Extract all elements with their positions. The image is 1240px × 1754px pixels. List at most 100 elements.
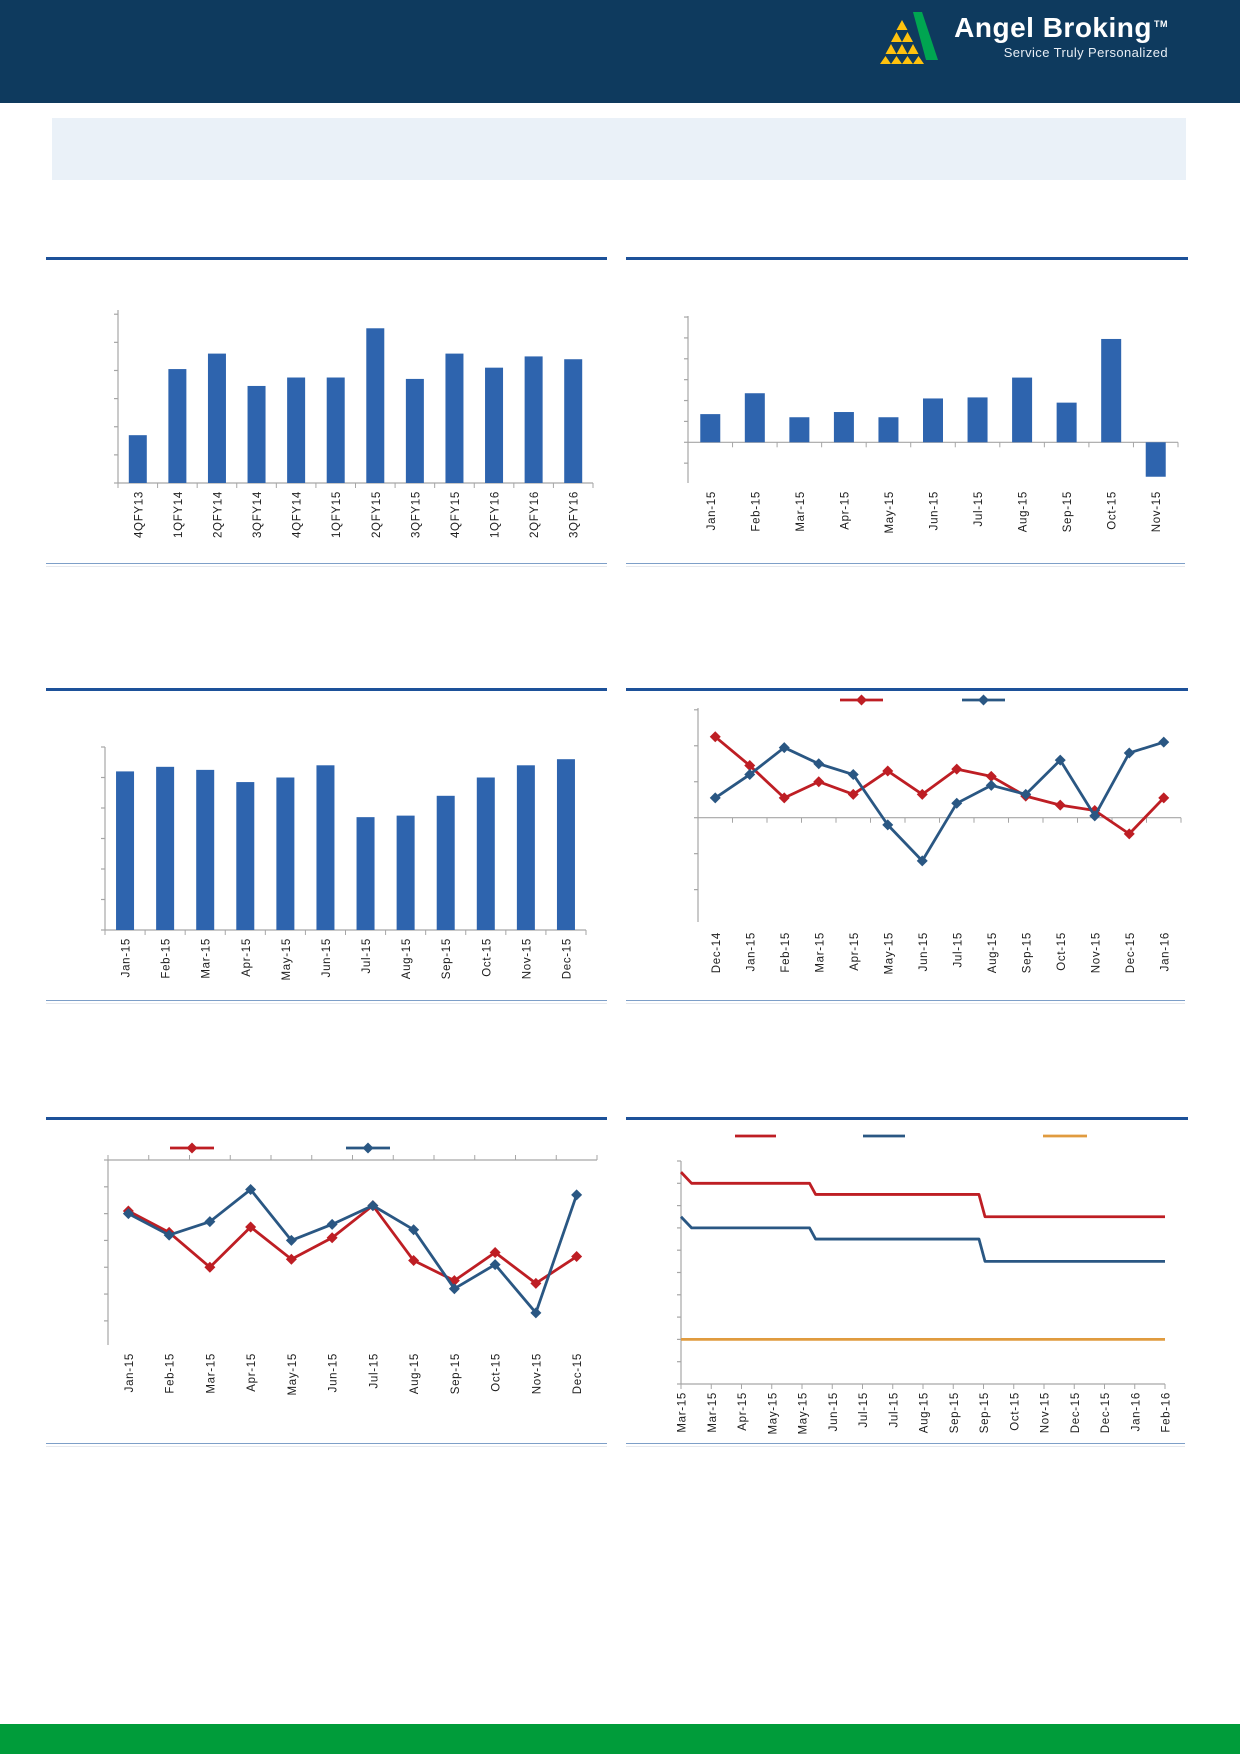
svg-text:Sep-15: Sep-15 <box>1062 491 1074 532</box>
brand-name: Angel Broking TM <box>954 12 1168 43</box>
trademark: TM <box>1154 18 1168 29</box>
svg-text:Mar-15: Mar-15 <box>795 491 807 532</box>
svg-text:Sep-15: Sep-15 <box>441 938 453 979</box>
chart-title-rule <box>46 688 607 691</box>
svg-text:Mar-15: Mar-15 <box>814 932 826 973</box>
svg-text:Dec-14: Dec-14 <box>711 932 723 973</box>
svg-text:May-15: May-15 <box>767 1392 779 1435</box>
chart-divider <box>46 563 607 567</box>
logo-green-swoosh <box>913 12 939 60</box>
svg-text:Nov-15: Nov-15 <box>1090 932 1102 973</box>
brand-tagline: Service Truly Personalized <box>1003 45 1168 61</box>
svg-text:Feb-16: Feb-16 <box>1161 1392 1173 1433</box>
svg-text:May-15: May-15 <box>798 1392 810 1435</box>
svg-text:May-15: May-15 <box>884 491 896 534</box>
svg-text:Jun-15: Jun-15 <box>918 932 930 971</box>
chart-title-rule <box>626 257 1188 260</box>
svg-text:2QFY15: 2QFY15 <box>371 491 383 538</box>
svg-text:Oct-15: Oct-15 <box>1107 491 1119 530</box>
svg-text:Dec-15: Dec-15 <box>561 938 573 979</box>
svg-text:Jul-15: Jul-15 <box>973 491 985 527</box>
svg-text:Dec-15: Dec-15 <box>1125 932 1137 973</box>
svg-text:Apr-15: Apr-15 <box>839 491 851 530</box>
svg-text:Nov-15: Nov-15 <box>521 938 533 979</box>
angel-broking-logo: Angel Broking TM Service Truly Personaliz… <box>880 8 1168 64</box>
logo-yellow-triangles <box>880 20 925 64</box>
svg-text:Jan-15: Jan-15 <box>745 932 757 971</box>
svg-text:4QFY14: 4QFY14 <box>292 491 304 538</box>
svg-text:Jan-16: Jan-16 <box>1159 932 1171 971</box>
svg-text:Apr-15: Apr-15 <box>737 1392 749 1431</box>
svg-text:1QFY15: 1QFY15 <box>331 491 343 538</box>
svg-text:4QFY13: 4QFY13 <box>133 491 145 538</box>
svg-text:May-15: May-15 <box>281 938 293 981</box>
svg-text:Jun-15: Jun-15 <box>828 1392 840 1431</box>
svg-text:Sep-15: Sep-15 <box>1021 932 1033 973</box>
svg-text:Jun-15: Jun-15 <box>929 491 941 530</box>
svg-text:Dec-15: Dec-15 <box>1100 1392 1112 1433</box>
svg-text:3QFY14: 3QFY14 <box>252 491 264 538</box>
svg-text:Aug-15: Aug-15 <box>1018 491 1030 532</box>
chart-divider <box>626 1000 1185 1004</box>
svg-text:3QFY15: 3QFY15 <box>410 491 422 538</box>
chart-divider <box>46 1000 607 1004</box>
svg-text:Dec-15: Dec-15 <box>1070 1392 1082 1433</box>
svg-text:Apr-15: Apr-15 <box>246 1353 258 1392</box>
svg-text:Nov-15: Nov-15 <box>1151 491 1163 532</box>
three-series-step-chart: Mar-15 Mar-15 Apr-15 May-15 May-15 Jun-15 Jul-… <box>677 1134 1173 1435</box>
header: Angel Broking TM Service Truly Personaliz… <box>0 0 1240 103</box>
svg-text:Apr-15: Apr-15 <box>241 938 253 977</box>
svg-text:Sep-15: Sep-15 <box>450 1353 462 1394</box>
svg-text:Oct-15: Oct-15 <box>481 938 493 977</box>
monthly-bar-chart-2: Jan-15 Feb-15 Mar-15 Apr-15 May-15 Jun-15 Jul-… <box>101 746 587 981</box>
svg-text:Nov-15: Nov-15 <box>1040 1392 1052 1433</box>
svg-text:Oct-15: Oct-15 <box>1009 1392 1021 1431</box>
svg-text:Jun-15: Jun-15 <box>321 938 333 977</box>
two-series-line-chart: Dec-14 Jan-15 Feb-15 Mar-15 Apr-15 May-15 Jun-… <box>694 694 1182 975</box>
svg-text:Jul-15: Jul-15 <box>858 1392 870 1428</box>
svg-text:Oct-15: Oct-15 <box>1056 932 1068 971</box>
svg-text:Jan-16: Jan-16 <box>1130 1392 1142 1431</box>
logo-pyramid-icon <box>880 12 939 64</box>
svg-text:Dec-15: Dec-15 <box>572 1353 584 1394</box>
svg-text:Jul-15: Jul-15 <box>368 1353 380 1389</box>
svg-text:Mar-15: Mar-15 <box>201 938 213 979</box>
svg-text:Apr-15: Apr-15 <box>849 932 861 971</box>
svg-text:Mar-15: Mar-15 <box>205 1353 217 1394</box>
chart-divider <box>626 563 1185 567</box>
svg-text:Aug-15: Aug-15 <box>919 1392 931 1433</box>
svg-text:1QFY16: 1QFY16 <box>490 491 502 538</box>
svg-text:Jul-15: Jul-15 <box>952 932 964 968</box>
title-banner <box>52 118 1186 180</box>
svg-text:Jun-15: Jun-15 <box>328 1353 340 1392</box>
svg-text:Mar-15: Mar-15 <box>707 1392 719 1433</box>
svg-text:Feb-15: Feb-15 <box>780 932 792 973</box>
svg-text:Jan-15: Jan-15 <box>124 1353 136 1392</box>
svg-text:Sep-15: Sep-15 <box>949 1392 961 1433</box>
svg-text:3QFY16: 3QFY16 <box>569 491 581 538</box>
svg-text:May-15: May-15 <box>287 1353 299 1396</box>
svg-text:Feb-15: Feb-15 <box>161 938 173 979</box>
svg-text:2QFY14: 2QFY14 <box>212 491 224 538</box>
monthly-bar-chart: Jan-15 Feb-15 Mar-15 Apr-15 May-15 Jun-15 Jul-… <box>684 316 1179 534</box>
svg-text:Feb-15: Feb-15 <box>750 491 762 532</box>
svg-text:Jul-15: Jul-15 <box>361 938 373 974</box>
quarterly-bar-chart: 4QFY13 1QFY14 2QFY14 3QFY14 4QFY14 1QFY15 2QFY… <box>114 310 594 538</box>
svg-text:1QFY14: 1QFY14 <box>173 491 185 538</box>
svg-text:Jul-15: Jul-15 <box>888 1392 900 1428</box>
svg-text:Aug-15: Aug-15 <box>987 932 999 973</box>
svg-text:2QFY16: 2QFY16 <box>529 491 541 538</box>
two-series-line-chart-2: Jan-15 Feb-15 Mar-15 Apr-15 May-15 Jun-15 Jul-… <box>104 1142 598 1396</box>
svg-text:Oct-15: Oct-15 <box>491 1353 503 1392</box>
chart-divider <box>46 1443 607 1447</box>
footer-bar <box>0 1724 1240 1754</box>
svg-text:4QFY15: 4QFY15 <box>450 491 462 538</box>
svg-text:Aug-15: Aug-15 <box>409 1353 421 1394</box>
chart-title-rule <box>626 1117 1188 1120</box>
svg-text:May-15: May-15 <box>883 932 895 975</box>
svg-text:Mar-15: Mar-15 <box>677 1392 689 1433</box>
chart-divider <box>626 1443 1185 1447</box>
svg-text:Aug-15: Aug-15 <box>401 938 413 979</box>
chart-title-rule <box>46 257 607 260</box>
